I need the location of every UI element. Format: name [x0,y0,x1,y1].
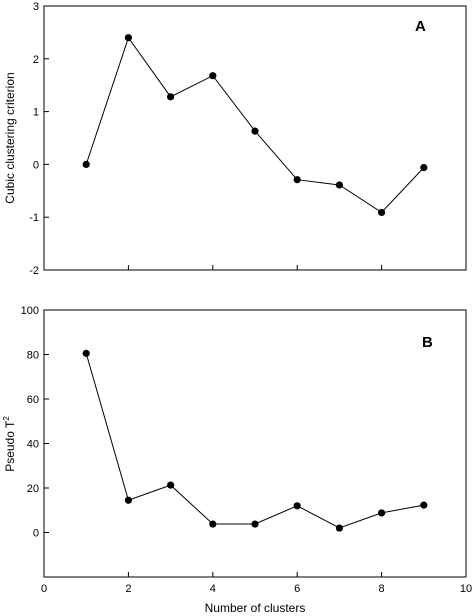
panel-b: B Pseudo T2 Number of clusters 020406080… [2,305,472,615]
panel-b-marks [82,349,428,532]
panel-b-data-point [378,509,386,517]
panel-b-axes: 0 20 40 60 80 100 0 2 4 6 8 10 [21,305,472,595]
panel-b-x-tick-label: 2 [125,583,131,595]
panel-b-y-tick-label: 20 [27,483,39,495]
panel-a-data-point [209,72,217,80]
panel-a-marks [82,34,428,217]
panel-b-data-point [293,502,301,510]
panel-b-data-point [82,349,90,357]
panel-b-y-axis-title-text: Pseudo T [3,420,17,472]
panel-a-y-tick-label: 0 [33,159,39,171]
panel-a-y-axis-title: Cubic clustering criterion [3,72,17,203]
panel-a-series-line [85,36,425,214]
panel-b-y-tick-label: 60 [27,394,39,406]
panel-b-y-tick-label: 100 [21,305,39,317]
panel-b-data-point [420,501,428,509]
panel-b-y-axis-title-superscript: 2 [2,416,11,421]
panel-a-data-point [167,93,175,101]
panel-b-plot-frame [43,309,467,578]
panel-b-x-tick-label: 6 [294,583,300,595]
panel-a: A Cubic clustering criterion -2 -1 0 1 2 3 [3,1,467,277]
panel-a-y-tick-label: 1 [33,107,39,119]
panel-a-data-point [335,181,343,189]
panel-a-data-point [124,34,132,42]
panel-b-data-point [167,481,175,489]
panel-b-y-tick-label: 0 [33,528,39,540]
panel-a-data-point [293,176,301,184]
panel-a-data-point [378,208,386,217]
panel-a-letter: A [415,18,426,35]
panel-b-data-point [251,520,259,528]
panel-a-y-tick-label: 2 [33,54,39,66]
panel-b-x-axis-title: Number of clusters [205,601,306,615]
panel-b-data-point [335,524,343,532]
panel-a-y-tick-label: -2 [29,265,39,277]
panel-a-y-tick-label: 3 [33,1,39,13]
panel-b-data-point [124,496,132,504]
panel-b-x-tick-label: 10 [460,583,472,595]
panel-a-data-point [251,127,259,135]
panel-a-data-point [82,160,90,168]
panel-b-x-tick-label: 0 [41,583,47,595]
panel-b-y-tick-label: 80 [27,350,39,362]
panel-b-x-tick-label: 4 [210,583,216,595]
panel-b-series-line [85,353,424,529]
panel-b-data-point [209,520,217,528]
panel-a-plot-frame [43,5,467,271]
panel-a-data-point [420,163,428,172]
panel-a-y-tick-label: -1 [29,212,39,224]
panel-b-y-axis-title: Pseudo T2 [2,416,17,472]
panel-b-letter: B [422,334,433,351]
panel-b-x-tick-label: 8 [379,583,385,595]
panel-b-y-tick-label: 40 [27,439,39,451]
panel-a-axes: -2 -1 0 1 2 3 [29,1,467,277]
